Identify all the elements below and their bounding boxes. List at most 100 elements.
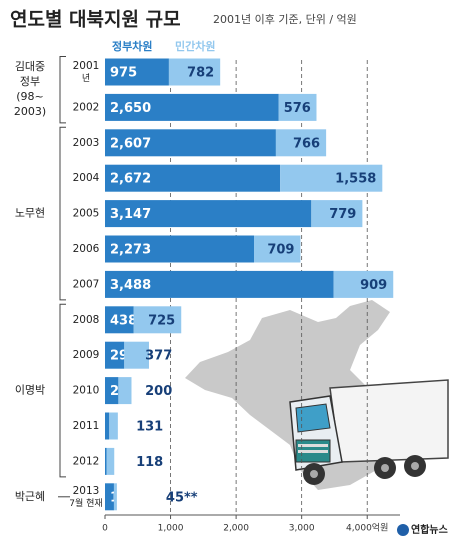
x-tick-label: 1,000 <box>158 524 184 534</box>
y-tick-label: 2002 <box>73 101 100 113</box>
group-bracket <box>59 56 66 124</box>
value-label: 975 <box>110 66 137 81</box>
value-label: 2,607 <box>110 136 151 151</box>
y-tick-label-line: 2008 <box>73 314 100 326</box>
y-tick-label: 2010 <box>73 385 100 397</box>
value-label: 23 <box>110 455 128 470</box>
x-tick-label: 0 <box>102 524 108 534</box>
y-tick-label: 2011 <box>73 420 100 432</box>
legend-label: 정부차원 <box>112 39 152 53</box>
value-label: 2,650 <box>110 101 151 116</box>
bar <box>105 164 281 192</box>
value-label: 779 <box>329 207 356 222</box>
y-tick-label: 2009 <box>73 349 100 361</box>
bar <box>105 270 334 298</box>
bar <box>124 341 149 369</box>
group-label-line: 박근혜 <box>15 490 45 503</box>
value-label: 766 <box>293 136 320 151</box>
y-tick-label-line: 2001 <box>73 60 100 72</box>
group-label-line: 2003) <box>14 105 46 118</box>
y-tick-label-line: 7월 현재 <box>69 496 102 508</box>
bar <box>105 200 312 228</box>
bar <box>333 270 394 298</box>
bar <box>275 129 327 157</box>
value-label: 200 <box>145 384 172 399</box>
group-bracket <box>59 126 66 301</box>
value-label: 136.5* <box>110 490 158 505</box>
legend-label: 민간차원 <box>175 39 215 53</box>
value-label: 576 <box>284 101 311 116</box>
value-label: 118 <box>136 455 163 470</box>
value-label: 131 <box>136 420 163 435</box>
bar <box>105 235 255 263</box>
y-tick-label: 2001 년 <box>73 60 100 84</box>
y-tick-label-line: 2004 <box>73 172 100 184</box>
value-label: 3,147 <box>110 207 151 222</box>
group-bracket <box>59 303 66 478</box>
bar <box>105 93 279 121</box>
truck <box>289 379 449 485</box>
bar <box>113 483 117 511</box>
y-tick-label: 2012 <box>73 455 100 467</box>
bar <box>105 341 125 369</box>
y-tick-label-line: 2010 <box>73 385 100 397</box>
bar <box>254 235 301 263</box>
bar <box>105 483 114 511</box>
value-label: 2,273 <box>110 243 151 258</box>
y-tick-label-line: 2011 <box>73 420 100 432</box>
y-tick-label-line: 2012 <box>73 455 100 467</box>
x-tick-label: 3,000 <box>289 524 315 534</box>
group-label-line: 김대중 <box>15 60 45 73</box>
source: 연합뉴스 <box>411 523 448 536</box>
value-label: 725 <box>148 313 175 328</box>
bar <box>109 412 118 440</box>
bar <box>133 306 182 334</box>
group-label-line: 노무현 <box>15 207 45 220</box>
bar <box>106 447 115 475</box>
bar <box>278 93 317 121</box>
bar <box>105 306 134 334</box>
value-label: 377 <box>145 349 172 364</box>
group-label-line: 정부 <box>20 75 40 88</box>
bar <box>105 58 169 86</box>
y-tick-label: 2007 <box>73 278 100 290</box>
group-label: 이명박 <box>15 384 45 397</box>
bar <box>105 129 276 157</box>
value-label: 782 <box>187 66 214 81</box>
value-label: 2,672 <box>110 172 151 187</box>
y-tick-label-line: 2005 <box>73 208 100 220</box>
y-tick-label-line: 2003 <box>73 137 100 149</box>
y-tick-label-line: 2006 <box>73 243 100 255</box>
bar <box>105 377 119 405</box>
bar <box>168 58 221 86</box>
source-logo <box>397 524 409 536</box>
y-tick-label: 2013 7월 현재 <box>69 485 102 509</box>
bar <box>118 377 132 405</box>
y-tick-label: 2006 <box>73 243 100 255</box>
group-label-line: (98~ <box>16 90 44 103</box>
y-tick-label-line: 년 <box>82 73 90 84</box>
y-tick-label: 2003 <box>73 137 100 149</box>
value-label: 709 <box>267 243 294 258</box>
value-label: 1,558 <box>335 172 376 187</box>
bar <box>311 200 363 228</box>
value-label: 438 <box>110 313 137 328</box>
bar <box>105 447 107 475</box>
x-tick-label: 4,000억원 <box>346 522 388 534</box>
y-tick-label: 2004 <box>73 172 100 184</box>
bar <box>105 412 110 440</box>
y-tick-label: 2008 <box>73 314 100 326</box>
x-tick-label: 2,000 <box>223 524 249 534</box>
value-label: 45** <box>166 490 198 505</box>
chart-subtitle: 2001년 이후 기준, 단위 / 억원 <box>213 13 357 26</box>
value-label: 909 <box>360 278 387 293</box>
y-tick-label: 2005 <box>73 208 100 220</box>
chart-title: 연도별 대북지원 규모 <box>10 9 181 31</box>
group-label-line: 이명박 <box>15 384 45 397</box>
y-tick-label-line: 2002 <box>73 101 100 113</box>
value-label: 3,488 <box>110 278 151 293</box>
y-tick-label-line: 2007 <box>73 278 100 290</box>
group-label: 노무현 <box>15 207 45 220</box>
